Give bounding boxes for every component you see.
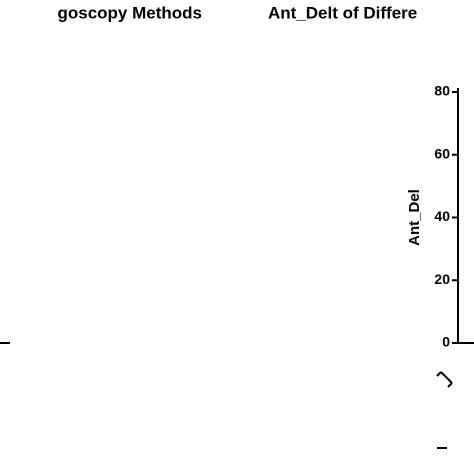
y-tick-label: 80 [434, 83, 450, 99]
left-chart-title: goscopy Methods [57, 3, 202, 22]
y-tick-label: 0 [442, 334, 450, 350]
y-axis-label: Ant_Del [406, 189, 423, 246]
y-tick-label: 20 [434, 271, 450, 287]
y-tick-label: 60 [434, 145, 450, 161]
right-chart-title: Ant_Delt of Differe [268, 3, 417, 22]
category-label-remnant [436, 371, 453, 388]
y-tick-label: 40 [434, 208, 450, 224]
